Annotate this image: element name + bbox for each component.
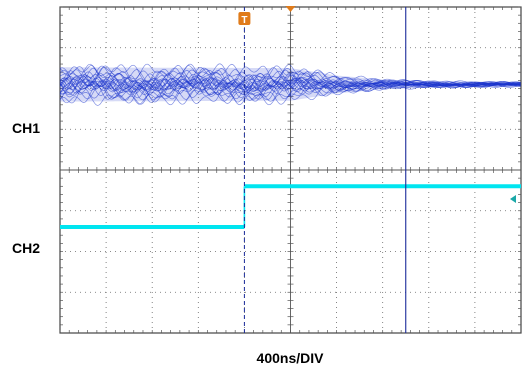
trigger-icon-body <box>238 12 251 25</box>
trigger-label: T <box>241 15 247 26</box>
ch1-trace <box>59 69 521 99</box>
ch1-trace <box>59 73 521 96</box>
time-reference-icon <box>285 6 296 12</box>
ch1-label: CH1 <box>12 120 40 136</box>
ch1-trace <box>59 69 521 100</box>
graticule <box>59 6 522 334</box>
ch1-trace <box>59 63 521 105</box>
ch2-label: CH2 <box>12 240 40 256</box>
ch1-trace <box>59 65 521 104</box>
ch1-waveform <box>59 63 521 106</box>
trigger-icon: T <box>238 12 251 26</box>
markers: T <box>238 6 516 333</box>
ch1-trace <box>60 63 521 106</box>
x-axis-label: 400ns/DIV <box>257 350 325 366</box>
ch2-level-arrow-icon <box>510 195 516 204</box>
